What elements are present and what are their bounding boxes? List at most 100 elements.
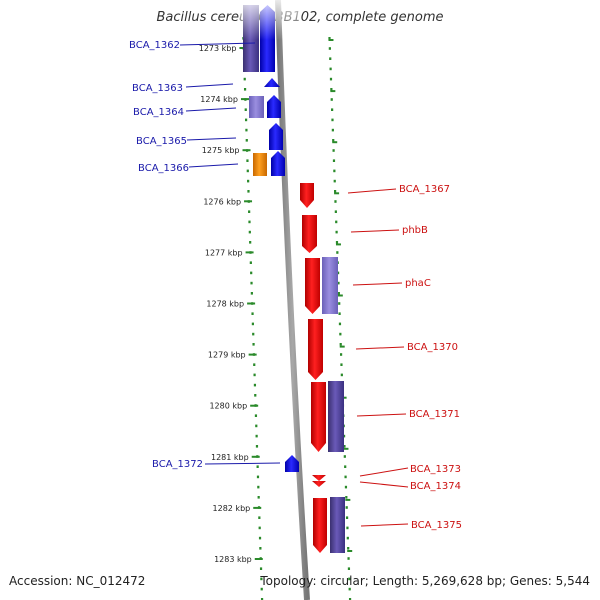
guide-dot-right (340, 373, 343, 377)
guide-dot-left (253, 383, 257, 387)
guide-dot-right (340, 363, 343, 366)
gene-label-bca-1373[interactable]: BCA_1373 (410, 464, 461, 475)
gene-label-phac[interactable]: phaC (405, 278, 431, 289)
gene-label-bca-1365[interactable]: BCA_1365 (136, 136, 187, 147)
kbp-tick-label: 1281 kbp (211, 453, 249, 462)
gene-features (240, 0, 345, 553)
guide-dot-left (248, 230, 251, 234)
guide-dot-right (344, 465, 347, 468)
gene-bca-1366-pseudo-box[interactable] (253, 153, 267, 176)
guide-dot-left (256, 475, 260, 479)
guide-dot-right (344, 485, 348, 489)
guide-dot-left (258, 536, 262, 540)
guide-dot-right (335, 220, 338, 224)
gene-phbb-arrow[interactable] (302, 215, 317, 253)
gene-label-bca-1362[interactable]: BCA_1362 (129, 40, 180, 51)
gene-label-bca-1372[interactable]: BCA_1372 (152, 459, 203, 470)
guide-dot-left (254, 414, 258, 417)
guide-dot-left (250, 281, 253, 285)
guide-dot-right (332, 149, 335, 152)
guide-dot-left (255, 445, 259, 448)
gene-bca-1367-arrow[interactable] (300, 183, 314, 208)
gene-bca-1366-arrow[interactable] (271, 151, 285, 176)
kbp-tick-label: 1278 kbp (206, 300, 244, 309)
guide-dot-right (334, 210, 337, 213)
guide-dot-left (243, 88, 247, 91)
guide-dot-left (260, 587, 263, 591)
guide-dot-right (338, 312, 341, 315)
kbp-tick-label: 1280 kbp (209, 402, 247, 411)
gene-bca-1370-arrow[interactable] (308, 319, 323, 380)
guide-dot-left (251, 312, 254, 315)
guide-dot-left (251, 322, 254, 326)
gene-phac-arrow[interactable] (305, 258, 320, 314)
guide-dot-left (255, 424, 258, 428)
kbp-tick-label: 1273 kbp (199, 44, 237, 53)
guide-dot-left (247, 179, 250, 183)
top-fade (240, 0, 300, 40)
gene-bca-1363-arrow[interactable] (264, 78, 280, 87)
guide-dot-right (336, 251, 339, 254)
guide-dot-right (331, 128, 334, 132)
guide-dot-left (260, 598, 264, 600)
guide-dot-right (345, 506, 348, 509)
gene-label-bca-1363[interactable]: BCA_1363 (132, 83, 183, 94)
guide-dot-right (348, 598, 352, 600)
gene-bca-1365-arrow[interactable] (269, 123, 283, 150)
kbp-tick-label: 1277 kbp (205, 248, 243, 257)
gene-bca-1372-arrow[interactable] (285, 455, 299, 472)
gene-bca-1375-cog-box[interactable] (330, 497, 345, 553)
gene-label-bca-1371[interactable]: BCA_1371 (409, 409, 460, 420)
gene-label-bca-1374[interactable]: BCA_1374 (410, 481, 461, 492)
guide-dot-right (334, 190, 337, 193)
gene-label-bca-1370[interactable]: BCA_1370 (407, 342, 458, 353)
guide-dot-left (249, 241, 252, 244)
guide-dot-left (245, 128, 248, 132)
gene-leader-lines (179, 42, 409, 527)
guide-dot-right (347, 547, 350, 550)
guide-dot-right (345, 496, 348, 499)
guide-dot-right (328, 37, 331, 40)
guide-dot-left (244, 108, 247, 111)
gene-bca-1364-arrow[interactable] (267, 95, 281, 118)
guide-dot-left (260, 577, 263, 581)
guide-dot-right (343, 455, 346, 458)
gene-bca-1371-cog-box[interactable] (328, 381, 344, 452)
kbp-tick-label: 1283 kbp (214, 555, 252, 564)
gene-label-bca-1366[interactable]: BCA_1366 (138, 163, 189, 174)
guide-dot-left (253, 363, 256, 366)
guide-dot-left (247, 190, 250, 193)
guide-dot-left (252, 343, 255, 346)
guide-dot-left (259, 567, 263, 570)
gene-label-bca-1364[interactable]: BCA_1364 (133, 107, 184, 118)
guide-dot-right (330, 98, 333, 101)
guide-dot-right (348, 587, 351, 591)
gene-bca-1373-arrow[interactable] (312, 475, 326, 481)
guide-dot-right (328, 47, 331, 50)
guide-dot-left (245, 139, 248, 142)
guide-dot-left (244, 118, 248, 122)
kbp-tick-label: 1279 kbp (208, 351, 246, 360)
guide-dot-left (257, 485, 260, 489)
guide-dot-right (332, 159, 336, 162)
gene-bca-1364-cog-box[interactable] (249, 96, 264, 118)
gene-bca-1374-arrow[interactable] (312, 481, 326, 487)
guide-dot-left (246, 169, 249, 173)
guide-dot-right (331, 108, 334, 111)
guide-dot-left (258, 526, 261, 530)
gene-label-bca-1367[interactable]: BCA_1367 (399, 184, 450, 195)
gene-label-phbb[interactable]: phbB (402, 225, 428, 236)
gene-bca-1371-arrow[interactable] (311, 382, 326, 452)
guide-dot-right (333, 169, 336, 173)
guide-dot-left (243, 77, 246, 81)
guide-dot-right (338, 322, 342, 326)
guide-dot-right (335, 230, 338, 234)
guide-dot-left (255, 434, 258, 438)
gene-phac-cog-box[interactable] (322, 257, 338, 314)
gene-bca-1375-arrow[interactable] (313, 498, 327, 553)
guide-dot-left (252, 332, 255, 336)
gene-label-bca-1375[interactable]: BCA_1375 (411, 520, 462, 531)
guide-dot-right (333, 179, 336, 183)
guide-dot-right (347, 567, 351, 570)
guide-dot-left (249, 261, 252, 264)
